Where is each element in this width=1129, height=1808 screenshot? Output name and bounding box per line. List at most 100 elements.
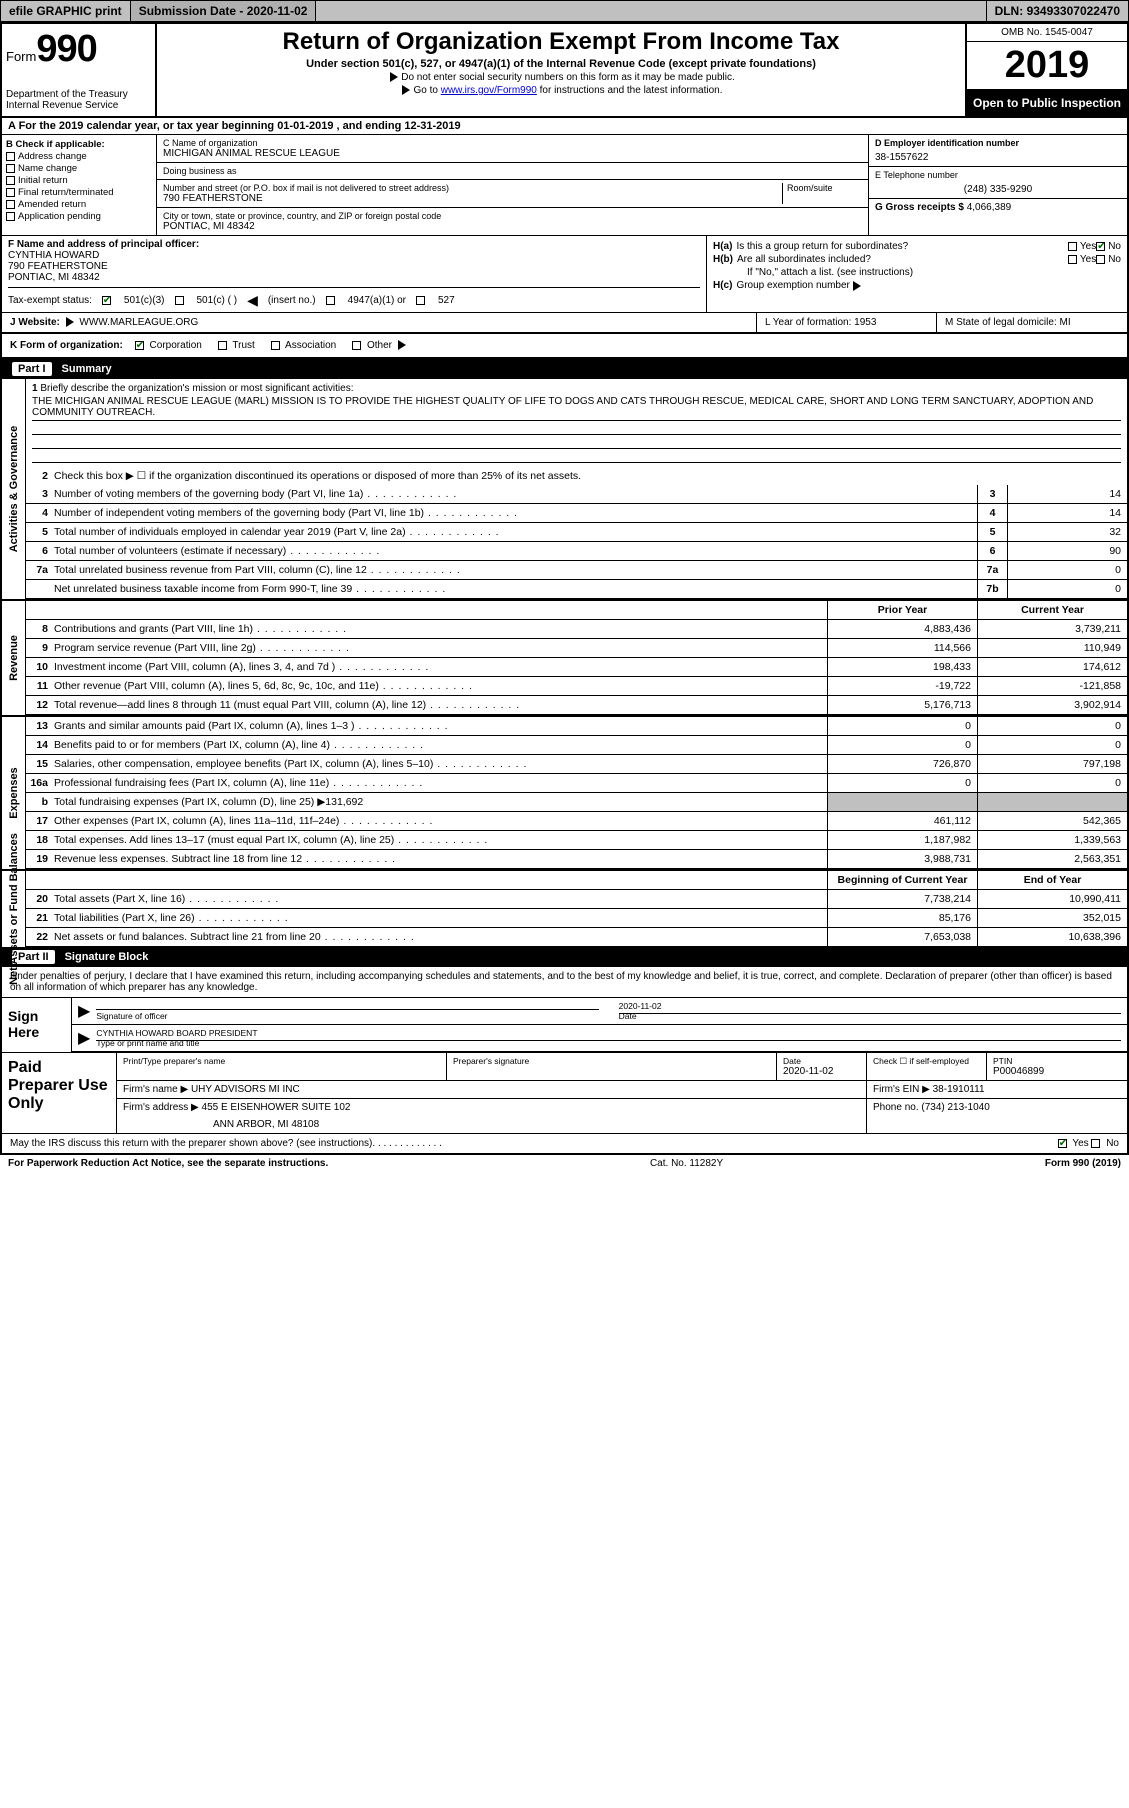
checkbox-address-change[interactable]: Address change [6, 151, 152, 162]
col-begin-year: Beginning of Current Year [827, 871, 977, 889]
col-prior-year: Prior Year [827, 601, 977, 619]
part2-title: Signature Block [65, 951, 149, 963]
paid-preparer-block: Paid Preparer Use Only Print/Type prepar… [2, 1052, 1127, 1133]
hb-note: If "No," attach a list. (see instruction… [713, 267, 1121, 278]
line-6: 6Total number of volunteers (estimate if… [26, 542, 1127, 561]
line-21: 21Total liabilities (Part X, line 26)85,… [26, 909, 1127, 928]
header-left: Form 990 Department of the Treasury Inte… [2, 24, 157, 116]
col-c-org-info: C Name of organization MICHIGAN ANIMAL R… [157, 135, 869, 235]
checkbox-501c[interactable] [175, 296, 184, 305]
sig-date-field: 2020-11-02Date [619, 1013, 1121, 1021]
city-value: PONTIAC, MI 48342 [163, 221, 862, 232]
page-footer: For Paperwork Reduction Act Notice, see … [0, 1155, 1129, 1172]
line-7a: 7aTotal unrelated business revenue from … [26, 561, 1127, 580]
open-inspection: Open to Public Inspection [967, 90, 1127, 116]
firm-ein: 38-1910111 [933, 1084, 985, 1095]
line-15: 15Salaries, other compensation, employee… [26, 755, 1127, 774]
prep-name-label: Print/Type preparer's name [123, 1056, 440, 1066]
gross-receipts-value: 4,066,389 [967, 202, 1012, 213]
top-bar: efile GRAPHIC print Submission Date - 20… [0, 0, 1129, 22]
phone-label: E Telephone number [875, 170, 1121, 180]
checkbox-hb-yes[interactable] [1068, 255, 1077, 264]
prep-date-label: Date [783, 1056, 860, 1066]
checkbox-amended-return[interactable]: Amended return [6, 199, 152, 210]
firm-phone: (734) 213-1040 [921, 1102, 989, 1113]
checkbox-corporation[interactable]: Corporation [135, 340, 202, 351]
prep-date: 2020-11-02 [783, 1066, 833, 1077]
year-formation: 1953 [854, 317, 876, 328]
form-ref: Form 990 (2019) [1045, 1158, 1121, 1169]
header-right: OMB No. 1545-0047 2019 Open to Public In… [965, 24, 1127, 116]
omb-number: OMB No. 1545-0047 [967, 24, 1127, 42]
may-irs-discuss: May the IRS discuss this return with the… [2, 1133, 1127, 1153]
line-13: 13Grants and similar amounts paid (Part … [26, 717, 1127, 736]
line-16a: 16aProfessional fundraising fees (Part I… [26, 774, 1127, 793]
irs-link[interactable]: www.irs.gov/Form990 [441, 85, 537, 96]
line-b: bTotal fundraising expenses (Part IX, co… [26, 793, 1127, 812]
pra-notice: For Paperwork Reduction Act Notice, see … [8, 1158, 328, 1169]
checkbox-527[interactable] [416, 296, 425, 305]
addr-label: Number and street (or P.O. box if mail i… [163, 183, 782, 193]
line-3: 3Number of voting members of the governi… [26, 485, 1127, 504]
line-7b: Net unrelated business taxable income fr… [26, 580, 1127, 599]
checkbox-hb-no[interactable] [1096, 255, 1105, 264]
checkbox-4947[interactable] [326, 296, 335, 305]
tax-year: 2019 [967, 42, 1127, 90]
checkbox-final-return-terminated[interactable]: Final return/terminated [6, 187, 152, 198]
signature-block: Under penalties of perjury, I declare th… [2, 967, 1127, 1153]
prep-sig-label: Preparer's signature [453, 1056, 770, 1066]
phone-value: (248) 335-9290 [875, 184, 1121, 195]
part1-title: Summary [62, 363, 112, 375]
col-b-header: B Check if applicable: [6, 139, 152, 150]
form-990: Form 990 Department of the Treasury Inte… [0, 22, 1129, 1155]
part1-header: Part I Summary [2, 359, 1127, 379]
ptin-value: P00046899 [993, 1066, 1044, 1077]
checkbox-discuss-no[interactable] [1091, 1139, 1100, 1148]
checkbox-discuss-yes[interactable] [1058, 1139, 1067, 1148]
prep-selfemp: Check ☐ if self-employed [873, 1056, 980, 1067]
mission-text: THE MICHIGAN ANIMAL RESCUE LEAGUE (MARL)… [32, 394, 1121, 421]
form-subtitle: Under section 501(c), 527, or 4947(a)(1)… [161, 58, 961, 70]
firm-addr2: ANN ARBOR, MI 48108 [123, 1119, 860, 1130]
header-center: Return of Organization Exempt From Incom… [157, 24, 965, 116]
form-header: Form 990 Department of the Treasury Inte… [2, 24, 1127, 118]
state-domicile-label: M State of legal domicile: [945, 317, 1060, 328]
row-a-tax-year: A For the 2019 calendar year, or tax yea… [2, 118, 1127, 135]
line-18: 18Total expenses. Add lines 13–17 (must … [26, 831, 1127, 850]
checkbox-application-pending[interactable]: Application pending [6, 211, 152, 222]
officer-label: F Name and address of principal officer: [8, 239, 700, 250]
checkbox-name-change[interactable]: Name change [6, 163, 152, 174]
col-f-officer: F Name and address of principal officer:… [2, 236, 707, 312]
entity-block: B Check if applicable: Address changeNam… [2, 135, 1127, 236]
side-label-revenue: Revenue [2, 601, 26, 715]
form-title: Return of Organization Exempt From Incom… [161, 28, 961, 56]
firm-phone-label: Phone no. [873, 1102, 921, 1113]
firm-addr-label: Firm's address ▶ [123, 1102, 199, 1113]
checkbox-other[interactable]: Other [352, 340, 409, 351]
row-jlm: J Website: WWW.MARLEAGUE.ORG L Year of f… [2, 313, 1127, 334]
side-label-netassets: Net Assets or Fund Balances [2, 871, 26, 947]
room-label: Room/suite [787, 183, 862, 193]
side-label-activities: Activities & Governance [2, 379, 26, 599]
col-current-year: Current Year [977, 601, 1127, 619]
addr-value: 790 FEATHERSTONE [163, 193, 782, 204]
state-domicile: MI [1060, 317, 1071, 328]
line-11: 11Other revenue (Part VIII, column (A), … [26, 677, 1127, 696]
firm-name: UHY ADVISORS MI INC [191, 1084, 300, 1095]
line-8: 8Contributions and grants (Part VIII, li… [26, 620, 1127, 639]
checkbox-ha-yes[interactable] [1068, 242, 1077, 251]
ein-label: D Employer identification number [875, 138, 1121, 148]
part1-activities: Activities & Governance 1 Briefly descri… [2, 379, 1127, 599]
triangle-icon [402, 85, 410, 95]
website-value: WWW.MARLEAGUE.ORG [79, 317, 198, 328]
checkbox-ha-no[interactable] [1096, 242, 1105, 251]
city-label: City or town, state or province, country… [163, 211, 862, 221]
checkbox-501c3[interactable] [102, 296, 111, 305]
gross-receipts-label: G Gross receipts $ [875, 202, 967, 213]
col-deg: D Employer identification number 38-1557… [869, 135, 1127, 235]
checkbox-association[interactable]: Association [271, 340, 336, 351]
checkbox-initial-return[interactable]: Initial return [6, 175, 152, 186]
irs-label: Internal Revenue Service [6, 100, 151, 111]
checkbox-trust[interactable]: Trust [218, 340, 255, 351]
cat-no: Cat. No. 11282Y [328, 1158, 1045, 1169]
